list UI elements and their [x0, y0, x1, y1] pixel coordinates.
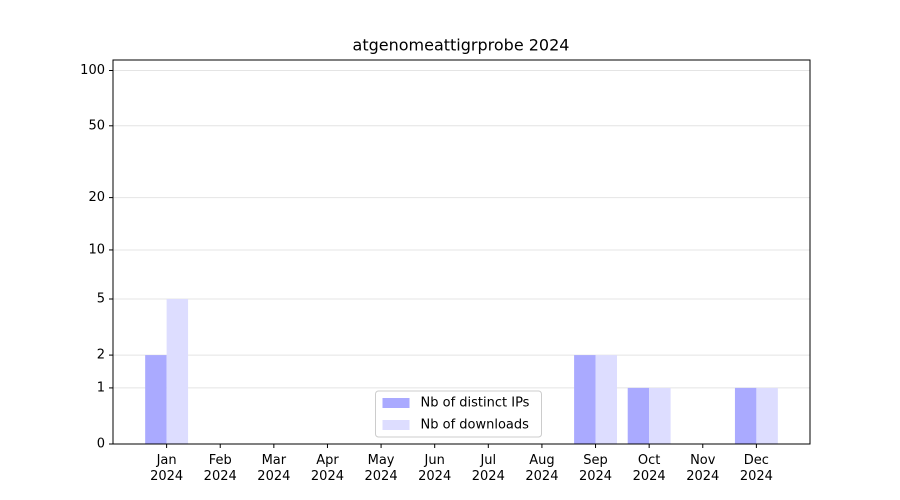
legend-swatch [382, 398, 410, 408]
y-tick-label: 5 [97, 291, 105, 306]
x-tick-label: Jun 2024 [418, 453, 452, 484]
legend-label: Nb of downloads [421, 418, 530, 433]
y-tick-label: 50 [88, 118, 105, 133]
y-tick-label: 20 [88, 190, 105, 205]
x-tick-label: May 2024 [364, 453, 398, 484]
bar [756, 387, 778, 444]
y-tick-label: 0 [97, 437, 105, 452]
chart-title: atgenomeattigrprobe 2024 [353, 36, 570, 55]
legend-label: Nb of distinct IPs [421, 396, 530, 411]
bar [145, 355, 167, 444]
bar [734, 387, 757, 444]
x-tick-label: Oct 2024 [632, 453, 666, 484]
x-tick-label: Dec 2024 [739, 453, 773, 484]
y-tick-label: 10 [88, 242, 105, 257]
bar [649, 387, 671, 444]
bar [595, 355, 617, 444]
bar [166, 298, 189, 444]
y-tick-label: 100 [80, 63, 105, 78]
y-tick-label: 2 [97, 348, 105, 363]
x-tick-label: Mar 2024 [257, 453, 291, 484]
legend-swatch [382, 420, 410, 430]
x-tick-label: Feb 2024 [203, 453, 237, 484]
y-tick-label: 1 [97, 380, 105, 395]
x-tick-label: Jan 2024 [150, 453, 184, 484]
x-tick-label: Apr 2024 [310, 453, 344, 484]
legend-box [375, 390, 542, 438]
bar [627, 387, 650, 444]
x-tick-label: Jul 2024 [471, 453, 505, 484]
x-tick-label: Sep 2024 [578, 453, 613, 484]
x-tick-label: Nov 2024 [686, 453, 720, 484]
x-tick-label: Aug 2024 [525, 453, 559, 484]
bar [574, 355, 596, 444]
plot-frame [112, 59, 811, 445]
